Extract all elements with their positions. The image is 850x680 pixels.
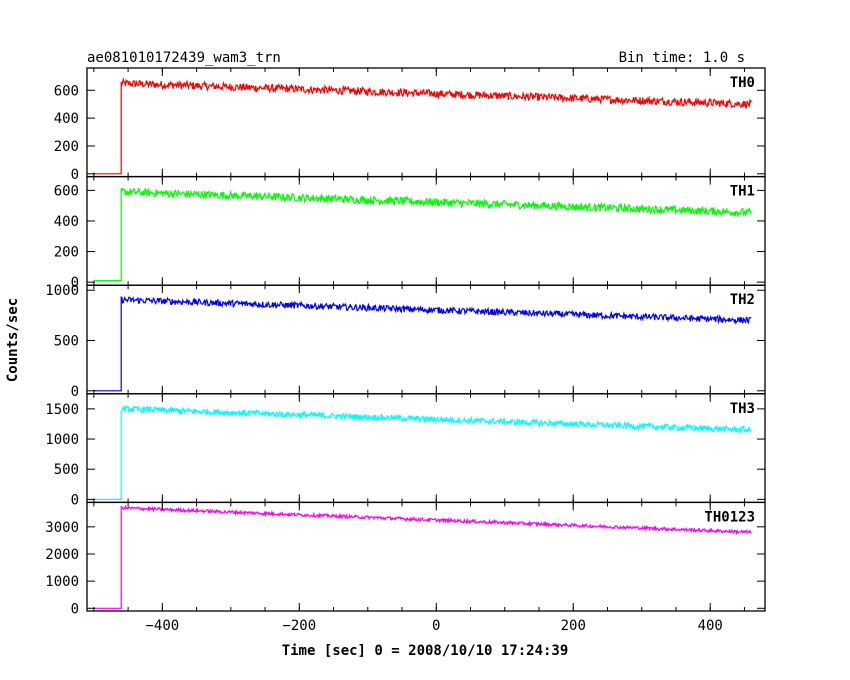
y-tick-label-th2: 1000 (45, 283, 79, 299)
y-tick-label-th1: 400 (54, 214, 79, 230)
y-tick-label-th0: 200 (54, 139, 79, 155)
y-tick-label-th2: 0 (71, 384, 79, 400)
y-tick-label-th0123: 1000 (45, 574, 79, 590)
panel-label-th0: TH0 (730, 75, 755, 91)
x-tick-label: 400 (698, 618, 723, 634)
x-tick-label: −200 (282, 618, 316, 634)
bin-time-label: Bin time: 1.0 s (619, 50, 745, 66)
y-tick-label-th2: 500 (54, 334, 79, 350)
panel-label-th1: TH1 (730, 184, 755, 200)
chart-title: ae081010172439_wam3_trn (87, 50, 281, 66)
panel-label-th2: TH2 (730, 292, 755, 308)
y-tick-label-th3: 1000 (45, 432, 79, 448)
y-tick-label-th3: 1500 (45, 402, 79, 418)
y-tick-label-th0: 400 (54, 111, 79, 127)
series-line-th0123 (93, 504, 752, 609)
y-tick-label-th1: 200 (54, 245, 79, 261)
panel-label-th0123: TH0123 (704, 509, 755, 525)
series-line-th1 (93, 187, 752, 282)
series-line-th0 (93, 77, 752, 175)
y-tick-label-th0: 0 (71, 167, 79, 183)
y-tick-label-th3: 500 (54, 462, 79, 478)
y-tick-label-th0123: 3000 (45, 520, 79, 536)
y-tick-label-th0123: 2000 (45, 547, 79, 563)
panels: 0 200 400 600 TH0 0 200 400 600 TH1 0 500 1000 TH2 0 50… (45, 67, 766, 634)
panel-label-th3: TH3 (730, 401, 755, 417)
series-line-th2 (93, 295, 752, 392)
panel-frame-th0123 (86, 501, 766, 612)
x-tick-label: 200 (561, 618, 586, 634)
y-tick-label-th0: 600 (54, 83, 79, 99)
y-axis-label: Counts/sec (5, 298, 21, 382)
x-tick-label: 0 (432, 618, 440, 634)
series-line-th3 (93, 404, 752, 500)
y-tick-label-th1: 0 (71, 275, 79, 291)
x-tick-label: −400 (145, 618, 179, 634)
y-tick-label-th3: 0 (71, 492, 79, 508)
panel-frame-th0 (86, 67, 766, 178)
y-tick-label-th1: 600 (54, 183, 79, 199)
y-tick-label-th0123: 0 (71, 601, 79, 617)
x-axis-label: Time [sec] 0 = 2008/10/10 17:24:39 (282, 643, 569, 659)
